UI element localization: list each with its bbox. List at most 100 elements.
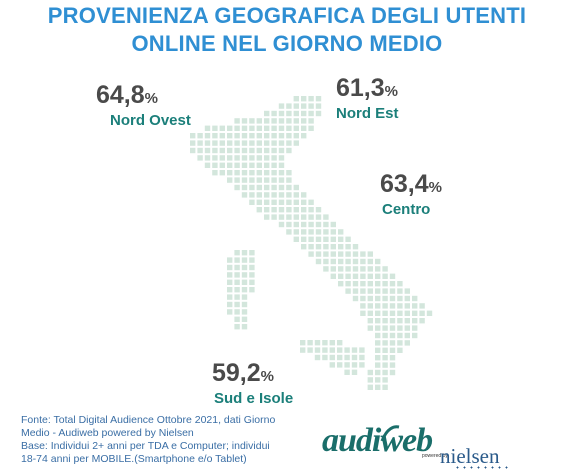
map-dot: [352, 295, 359, 302]
map-dot: [278, 110, 285, 117]
map-dot: [241, 279, 248, 285]
map-dot: [412, 325, 418, 331]
map-dot: [241, 250, 248, 256]
map-dot: [241, 147, 248, 154]
map-dot: [204, 155, 211, 161]
map-dot: [204, 147, 211, 154]
map-dot: [278, 155, 285, 161]
map-dot: [190, 147, 196, 154]
map-dot: [323, 244, 329, 250]
map-dot: [389, 355, 396, 361]
map-dot: [271, 184, 277, 191]
map-dot: [301, 96, 307, 102]
map-dot: [382, 384, 388, 390]
map-dot: [323, 266, 329, 272]
map-dot: [307, 340, 313, 346]
map-dot: [375, 288, 381, 294]
map-dot: [426, 310, 433, 316]
map-dot: [256, 177, 262, 183]
map-dot: [212, 170, 218, 176]
map-dot: [412, 310, 418, 316]
map-dot: [286, 103, 292, 109]
map-dot: [234, 125, 240, 131]
map-dot: [286, 110, 292, 117]
map-dot: [382, 310, 388, 316]
map-dot: [308, 236, 314, 242]
map-dot: [234, 170, 240, 176]
map-dot: [278, 103, 285, 109]
map-dot: [308, 214, 314, 220]
region-sud-e-isole: 59,2% Sud e Isole: [212, 360, 293, 408]
map-dot: [308, 244, 314, 250]
map-dot: [249, 279, 255, 285]
map-dot: [404, 340, 410, 346]
map-dot: [219, 170, 225, 176]
map-dot: [264, 125, 270, 131]
logo-brand: audiweb: [322, 422, 433, 459]
map-dot: [412, 318, 418, 324]
map-dot: [360, 288, 366, 294]
map-dot: [382, 318, 388, 324]
map-dot: [249, 184, 255, 191]
footnote-line-3: Base: Individui 2+ anni per TDA e Comput…: [21, 440, 270, 452]
source-footnote: Fonte: Total Digital Audience Ottobre 20…: [21, 414, 321, 466]
map-dot: [212, 147, 218, 154]
map-dot: [367, 251, 373, 257]
map-dot: [286, 133, 292, 139]
map-dot: [234, 118, 240, 124]
map-dot: [271, 214, 277, 220]
map-dot: [344, 354, 350, 361]
logo-swoosh-icon: [380, 425, 400, 442]
map-dot: [234, 287, 240, 293]
map-dot: [227, 177, 233, 183]
map-dot: [397, 325, 403, 331]
map-dot: [344, 369, 350, 375]
map-dot: [351, 369, 358, 375]
map-dot: [329, 354, 335, 361]
logo-partner: nielsen: [440, 444, 500, 468]
map-dot: [404, 325, 410, 331]
map-dot: [293, 140, 299, 146]
map-dot: [264, 133, 270, 139]
map-dot: [249, 250, 255, 256]
map-dot: [293, 221, 299, 228]
map-dot: [241, 140, 248, 146]
map-dot: [315, 251, 322, 257]
region-nord-ovest: 64,8% Nord Ovest: [96, 82, 191, 130]
map-dot: [367, 288, 373, 294]
map-dot: [256, 199, 262, 205]
map-dot: [212, 162, 218, 168]
map-dot: [264, 110, 270, 117]
map-dot: [367, 295, 373, 302]
region-label: Nord Ovest: [110, 112, 191, 129]
map-dot: [338, 229, 344, 235]
map-dot: [286, 214, 292, 220]
map-dot: [345, 281, 351, 287]
map-dot: [204, 140, 211, 146]
map-dot: [345, 244, 351, 250]
map-dot: [286, 221, 292, 228]
map-dot: [212, 125, 218, 131]
map-dot: [286, 192, 292, 198]
map-dot: [301, 199, 307, 205]
logo-powered-by: powered by: [422, 453, 448, 459]
map-dot: [249, 147, 255, 154]
map-dot: [271, 207, 277, 213]
map-dot: [301, 192, 307, 198]
map-dot: [375, 340, 381, 346]
map-dot: [301, 125, 307, 131]
map-dot: [338, 281, 344, 287]
map-dot: [329, 347, 335, 353]
map-dot: [315, 229, 322, 235]
map-dot: [256, 155, 262, 161]
map-dot: [308, 103, 314, 109]
map-dot: [338, 258, 344, 265]
logo-dots: [454, 466, 512, 469]
map-dot: [360, 281, 366, 287]
map-dot: [293, 110, 299, 117]
map-dot: [293, 125, 299, 131]
map-dot: [315, 236, 322, 242]
map-dot: [197, 140, 203, 146]
map-dot: [367, 318, 373, 324]
map-dot: [241, 192, 248, 198]
